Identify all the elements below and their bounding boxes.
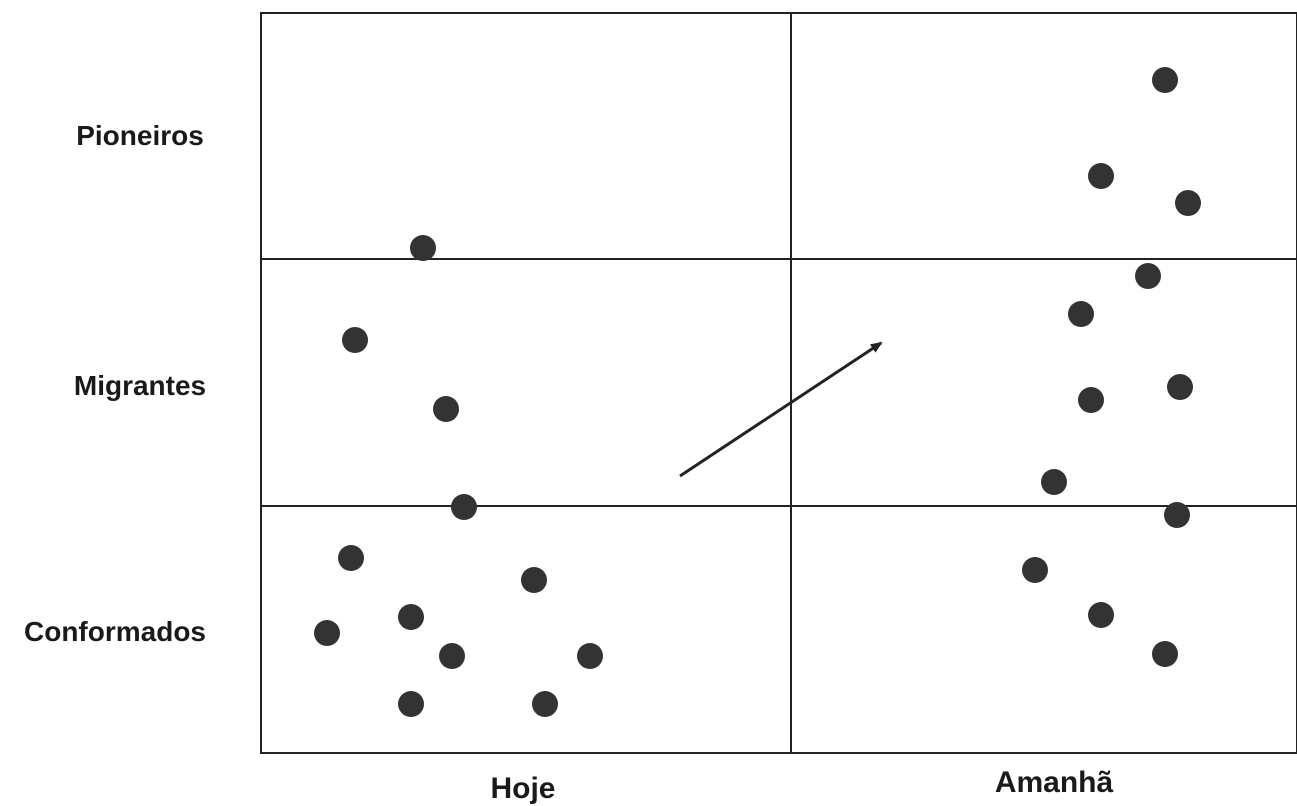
dot [1068,301,1094,327]
dots-amanha [1022,67,1201,667]
dot [1167,374,1193,400]
column-label-amanha: Amanhã [995,766,1114,799]
grid-frame [260,12,1297,754]
dot [521,567,547,593]
dot [1164,502,1190,528]
dot [1135,263,1161,289]
dot [1088,163,1114,189]
row-label-conformados: Conformados [24,616,206,647]
dot [577,643,603,669]
dot [398,691,424,717]
grid [260,12,1297,754]
dot [1152,67,1178,93]
dot [338,545,364,571]
migration-arrow [679,341,883,478]
dot [439,643,465,669]
dot [410,235,436,261]
dot [342,327,368,353]
dot [1022,557,1048,583]
dot [1078,387,1104,413]
dot [1088,602,1114,628]
dot [1175,190,1201,216]
dot [451,494,477,520]
dot [398,604,424,630]
column-label-hoje: Hoje [490,772,555,805]
dot [314,620,340,646]
dot [433,396,459,422]
dot [1152,641,1178,667]
dots-hoje [314,235,603,717]
row-label-migrantes: Migrantes [74,370,206,401]
row-label-pioneiros: Pioneiros [76,120,204,151]
dot [532,691,558,717]
dot [1041,469,1067,495]
